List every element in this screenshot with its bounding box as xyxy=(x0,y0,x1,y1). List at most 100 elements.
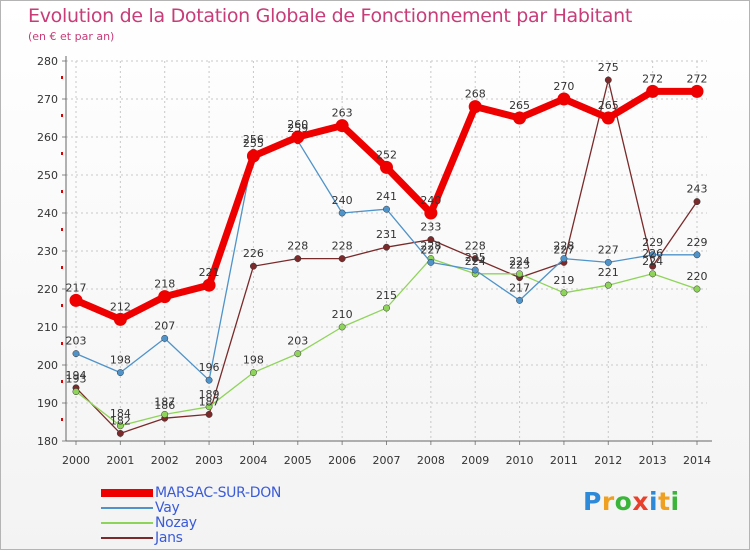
x-tick-label: 2001 xyxy=(106,454,134,467)
data-label: 198 xyxy=(110,354,131,367)
y-tick-label: 240 xyxy=(37,207,58,220)
series-3-point xyxy=(693,198,701,206)
series-0-point xyxy=(424,206,438,220)
x-tick-label: 2010 xyxy=(506,454,534,467)
y-tick-label: 190 xyxy=(37,397,58,410)
data-label: 228 xyxy=(553,240,574,253)
x-tick-label: 2006 xyxy=(328,454,356,467)
data-label: 272 xyxy=(687,72,708,85)
y-tick-label: 180 xyxy=(37,435,58,448)
data-label: 263 xyxy=(332,107,353,120)
series-0-point xyxy=(468,100,482,114)
data-label: 223 xyxy=(509,259,530,272)
series-1-point xyxy=(338,209,346,217)
y-tick-label: 270 xyxy=(37,93,58,106)
series-3-point xyxy=(294,255,302,263)
series-1-point xyxy=(116,369,124,377)
series-3-point xyxy=(649,262,657,270)
logo-letter: o xyxy=(614,487,633,516)
legend-label: Vay xyxy=(155,499,180,516)
series-2-point xyxy=(338,323,346,331)
logo-letter: x xyxy=(632,487,649,516)
data-label: 256 xyxy=(243,133,264,146)
legend-swatch xyxy=(101,506,153,509)
data-label: 196 xyxy=(199,361,220,374)
data-label: 215 xyxy=(376,289,397,302)
series-0-point xyxy=(335,119,349,133)
data-label: 220 xyxy=(687,270,708,283)
x-tick-label: 2003 xyxy=(195,454,223,467)
data-label: 198 xyxy=(243,354,264,367)
data-label: 189 xyxy=(199,388,220,401)
series-3-point xyxy=(205,410,213,418)
data-label: 272 xyxy=(642,72,663,85)
series-0-point xyxy=(380,160,393,174)
data-label: 203 xyxy=(287,335,308,348)
legend-item: Vay xyxy=(101,499,281,516)
y-tick-label: 200 xyxy=(37,359,58,372)
data-label: 184 xyxy=(110,407,131,420)
data-label: 240 xyxy=(420,194,441,207)
y-tick-label: 220 xyxy=(37,283,58,296)
x-tick-label: 2008 xyxy=(417,454,445,467)
data-label: 224 xyxy=(465,255,486,268)
series-0-point xyxy=(113,312,127,326)
data-label: 224 xyxy=(509,255,530,268)
series-2-point xyxy=(161,410,169,418)
series-3-point xyxy=(249,262,257,270)
data-label: 270 xyxy=(553,80,574,93)
y-tick-label: 250 xyxy=(37,169,58,182)
data-label: 227 xyxy=(598,243,619,256)
data-label: 252 xyxy=(376,148,397,161)
chart-subtitle: (en € et par an) xyxy=(28,30,115,43)
legend-label: Jans xyxy=(155,529,183,546)
series-3-point xyxy=(604,76,612,84)
series-1-point xyxy=(205,376,213,384)
data-label: 186 xyxy=(154,399,175,412)
series-0-point xyxy=(690,84,704,98)
series-2-point xyxy=(72,388,80,396)
chart-title: Evolution de la Dotation Globale de Fonc… xyxy=(28,5,633,27)
series-0-point xyxy=(202,278,216,292)
series-1-point xyxy=(161,334,169,342)
y-tick-label: 230 xyxy=(37,245,58,258)
logo-letter: t xyxy=(658,487,671,516)
data-label: 203 xyxy=(66,335,87,348)
series-2-point xyxy=(205,403,213,411)
x-tick-label: 2013 xyxy=(639,454,667,467)
y-tick-label: 260 xyxy=(37,131,58,144)
data-label: 226 xyxy=(642,247,663,260)
logo-letter: i xyxy=(649,487,659,516)
series-1-point xyxy=(383,205,390,213)
x-tick-label: 2007 xyxy=(373,454,401,467)
data-label: 225 xyxy=(465,251,486,264)
y-tick-label: 280 xyxy=(37,55,58,68)
data-label: 268 xyxy=(465,88,486,101)
data-label: 194 xyxy=(66,369,87,382)
series-3-point xyxy=(427,236,435,244)
data-label: 212 xyxy=(110,300,131,313)
data-label: 228 xyxy=(287,240,308,253)
data-label: 221 xyxy=(199,266,220,279)
legend-item: Jans xyxy=(101,529,281,546)
data-label: 265 xyxy=(509,99,530,112)
data-label: 229 xyxy=(642,236,663,249)
x-tick-label: 2004 xyxy=(239,454,267,467)
logo-letter: i xyxy=(670,487,680,516)
data-label: 229 xyxy=(687,236,708,249)
series-0-point xyxy=(69,293,83,307)
x-tick-label: 2012 xyxy=(594,454,622,467)
chart-legend: MARSAC-SUR-DON Vay Nozay Jans xyxy=(101,485,281,546)
x-tick-label: 2011 xyxy=(550,454,578,467)
series-2-point xyxy=(560,289,568,297)
series-2-point xyxy=(383,304,390,312)
y-tick-label: 210 xyxy=(37,321,58,334)
series-0-point xyxy=(601,111,615,125)
logo-letter: P xyxy=(583,487,602,516)
data-label: 243 xyxy=(687,183,708,196)
logo-letter: r xyxy=(601,487,615,516)
data-label: 240 xyxy=(332,194,353,207)
series-1-point xyxy=(427,258,435,266)
